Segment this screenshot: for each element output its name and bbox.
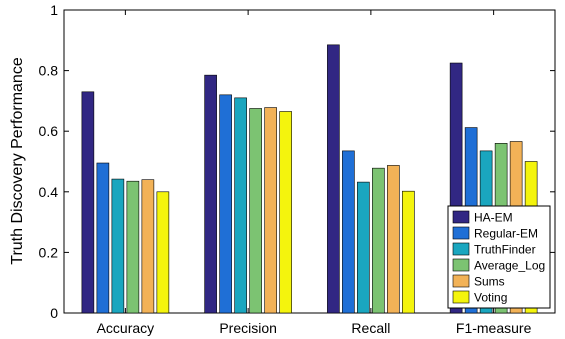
x-tick-label: F1-measure	[456, 320, 532, 336]
bar-regular-em-precision	[219, 94, 232, 314]
bar-sums-recall	[387, 165, 400, 314]
y-tick-label: 0.6	[39, 123, 59, 139]
legend-swatch	[452, 210, 470, 224]
bar-truthfinder-accuracy	[111, 178, 125, 314]
legend-label: TruthFinder	[474, 243, 536, 257]
bar-voting-precision	[279, 111, 292, 314]
x-tick-label: Precision	[219, 320, 277, 336]
bar-regular-em-accuracy	[96, 162, 110, 314]
bar-ha-em-precision	[204, 74, 217, 314]
y-tick-label: 1	[50, 2, 58, 18]
y-tick-label: 0.8	[39, 63, 59, 79]
bar-ha-em-recall	[327, 44, 340, 314]
y-tick-label: 0.2	[39, 244, 59, 260]
bar-average-log-recall	[372, 167, 385, 314]
legend-swatch	[452, 226, 470, 240]
legend-swatch	[452, 290, 470, 304]
legend-label: HA-EM	[474, 211, 513, 225]
bar-voting-accuracy	[156, 191, 170, 314]
bar-truthfinder-recall	[357, 181, 370, 314]
bar-average-log-accuracy	[126, 180, 140, 314]
legend-label: Voting	[474, 291, 507, 305]
y-ticks-group: 0 0.2 0.4 0.6 0.8 1	[39, 2, 555, 321]
legend-swatch	[452, 274, 470, 288]
legend-label: Average_Log	[474, 259, 545, 273]
bar-sums-precision	[264, 107, 277, 314]
bar-sums-accuracy	[141, 179, 155, 314]
y-axis-label: Truth Discovery Performance	[9, 57, 26, 265]
bar-truthfinder-precision	[234, 97, 247, 314]
legend-swatch	[452, 242, 470, 256]
bar-regular-em-recall	[342, 150, 355, 314]
x-tick-label: Accuracy	[97, 320, 155, 336]
bar-ha-em-accuracy	[81, 91, 95, 314]
legend: HA-EM Regular-EM TruthFinder Average_Log Sum…	[447, 205, 551, 309]
y-tick-label: 0	[50, 305, 58, 321]
legend-swatch	[452, 258, 470, 272]
bar-voting-recall	[402, 190, 415, 314]
y-tick-label: 0.4	[39, 184, 59, 200]
bar-average-log-precision	[249, 108, 262, 314]
x-tick-label: Recall	[351, 320, 390, 336]
legend-label: Regular-EM	[474, 227, 538, 241]
x-ticks-group: Accuracy Precision Recall F1-measure	[97, 10, 532, 336]
legend-label: Sums	[474, 275, 505, 289]
